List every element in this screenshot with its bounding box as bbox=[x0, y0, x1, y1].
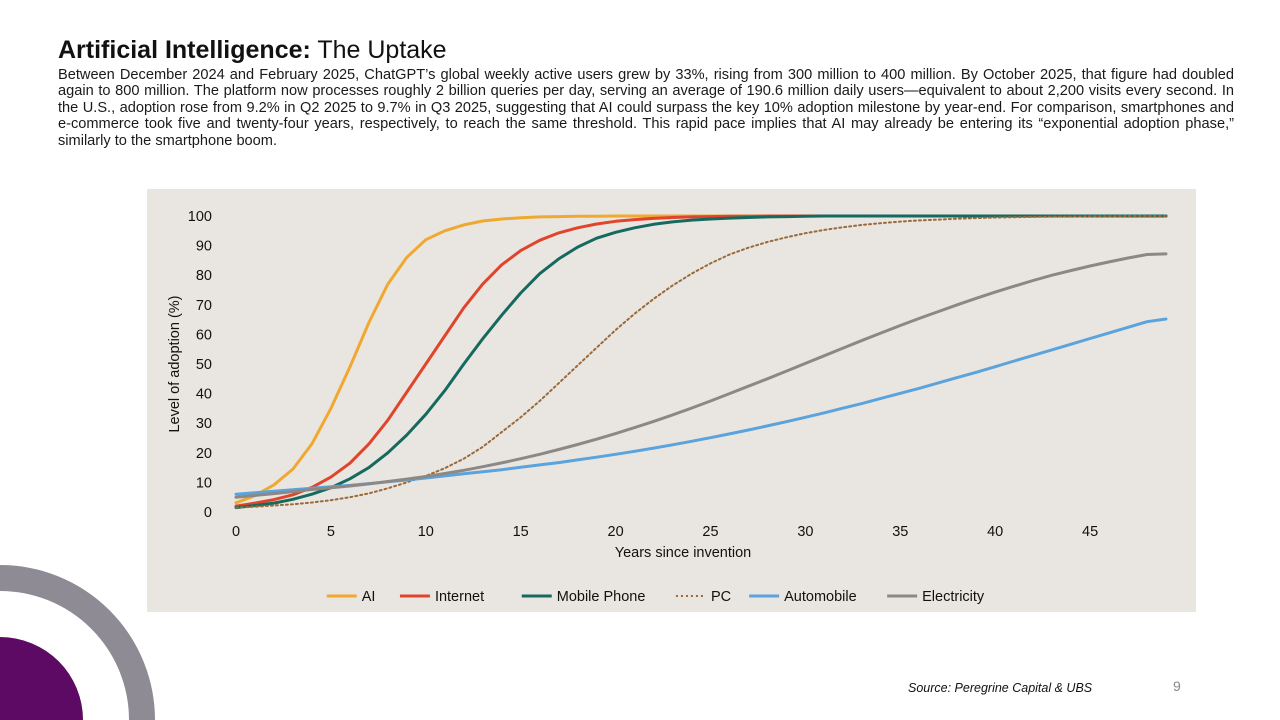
x-tick-label: 25 bbox=[702, 524, 718, 540]
series-line-ai bbox=[234, 214, 1168, 505]
legend-label-mobile-phone: Mobile Phone bbox=[557, 589, 646, 605]
y-axis-label: Level of adoption (%) bbox=[167, 295, 183, 432]
series-line-mobile-phone bbox=[234, 214, 1168, 510]
y-tick-label: 80 bbox=[196, 268, 212, 284]
x-tick-label: 35 bbox=[892, 524, 908, 540]
page-number: 9 bbox=[1173, 678, 1181, 694]
legend-label-internet: Internet bbox=[435, 589, 484, 605]
y-tick-label: 10 bbox=[196, 475, 212, 491]
adoption-line-chart: 0 10 20 30 40 50 60 70 80 90 100 0 5 10 15 20 25 30 35 40 45… bbox=[167, 209, 1168, 605]
legend-label-automobile: Automobile bbox=[784, 589, 857, 605]
series-line-pc bbox=[235, 215, 1167, 509]
y-tick-label: 70 bbox=[196, 298, 212, 314]
legend-label-pc: PC bbox=[711, 589, 731, 605]
x-tick-label: 30 bbox=[797, 524, 813, 540]
legend-label-ai: AI bbox=[362, 589, 376, 605]
x-tick-label: 20 bbox=[608, 524, 624, 540]
y-tick-label: 40 bbox=[196, 387, 212, 403]
chart-panel: 0 10 20 30 40 50 60 70 80 90 100 0 5 10 15 20 25 30 35 40 45… bbox=[147, 189, 1196, 612]
slide-title-bold: Artificial Intelligence: bbox=[58, 36, 311, 64]
y-tick-label: 20 bbox=[196, 446, 212, 462]
source-note: Source: Peregrine Capital & UBS bbox=[908, 681, 1093, 695]
series-line-automobile bbox=[234, 317, 1168, 496]
y-tick-label: 100 bbox=[188, 209, 212, 225]
slide-title: Artificial Intelligence: The Uptake bbox=[58, 34, 447, 66]
decorative-gray-ring bbox=[0, 565, 155, 720]
decorative-purple-circle bbox=[0, 637, 83, 720]
x-tick-label: 15 bbox=[513, 524, 529, 540]
slide-description: Between December 2024 and February 2025,… bbox=[58, 67, 1234, 149]
y-tick-label: 30 bbox=[196, 416, 212, 432]
x-axis-label: Years since invention bbox=[615, 545, 752, 561]
series-line-electricity bbox=[234, 252, 1168, 499]
x-tick-label: 45 bbox=[1082, 524, 1098, 540]
legend-label-electricity: Electricity bbox=[922, 589, 985, 605]
y-tick-label: 60 bbox=[196, 327, 212, 343]
y-tick-label: 90 bbox=[196, 239, 212, 255]
x-tick-label: 10 bbox=[418, 524, 434, 540]
x-tick-label: 5 bbox=[327, 524, 335, 540]
y-tick-label: 0 bbox=[204, 505, 212, 521]
x-tick-label: 0 bbox=[232, 524, 240, 540]
y-tick-label: 50 bbox=[196, 357, 212, 373]
decorative-corner-graphic bbox=[0, 565, 155, 720]
x-tick-label: 40 bbox=[987, 524, 1003, 540]
slide-title-rest: The Uptake bbox=[310, 36, 447, 64]
